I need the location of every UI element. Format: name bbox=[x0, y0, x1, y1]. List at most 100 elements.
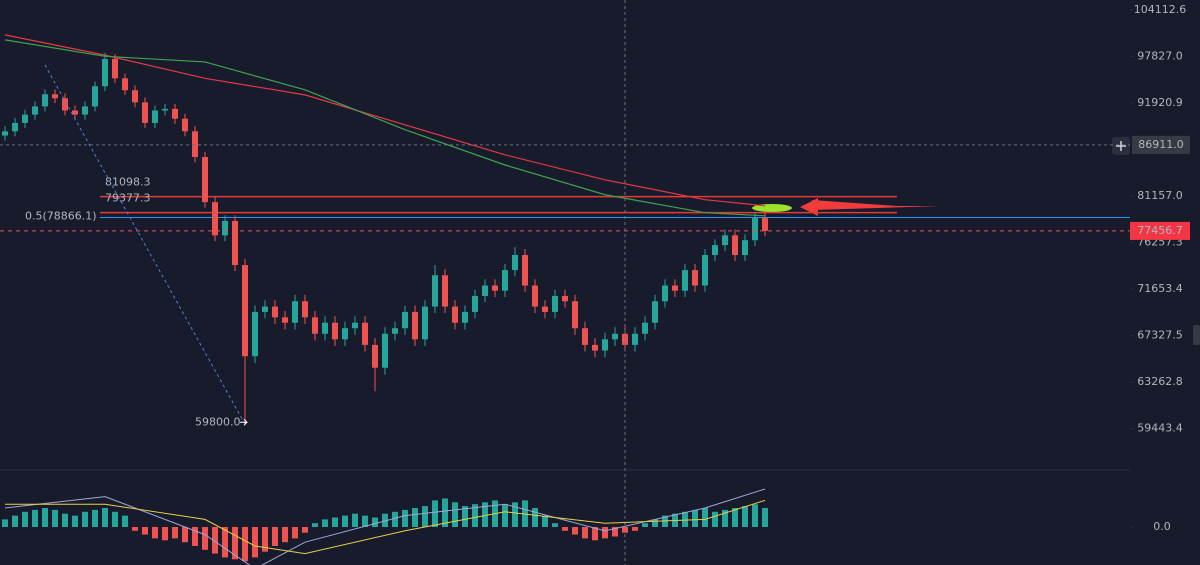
candle-body bbox=[632, 333, 638, 345]
candle-body bbox=[492, 285, 498, 291]
histogram-bar bbox=[692, 509, 698, 527]
histogram-bar bbox=[82, 511, 88, 527]
candle-body bbox=[742, 240, 748, 256]
candle-body bbox=[112, 58, 118, 79]
level-label: 81098.3 bbox=[105, 176, 151, 189]
histogram-bar bbox=[432, 500, 438, 527]
histogram-bar bbox=[102, 508, 108, 527]
histogram-bar bbox=[572, 527, 578, 535]
candle-body bbox=[362, 322, 368, 345]
histogram-bar bbox=[142, 527, 148, 535]
y-tick-label: 104112.6 bbox=[1134, 3, 1187, 16]
candle-body bbox=[92, 86, 98, 107]
candle-body bbox=[582, 328, 588, 345]
histogram-bar bbox=[422, 506, 428, 527]
histogram-bar bbox=[602, 527, 608, 539]
candle-body bbox=[142, 102, 148, 123]
scroll-tab[interactable] bbox=[1193, 325, 1200, 345]
y-tick-label: 97827.0 bbox=[1137, 49, 1183, 62]
candle-body bbox=[32, 106, 38, 115]
histogram-bar bbox=[202, 527, 208, 550]
histogram-bar bbox=[582, 527, 588, 539]
candle-body bbox=[722, 235, 728, 246]
candle-body bbox=[682, 270, 688, 291]
candle-body bbox=[642, 322, 648, 334]
candle-body bbox=[392, 328, 398, 334]
histogram-bar bbox=[132, 527, 138, 531]
candle-body bbox=[512, 255, 518, 271]
y-tick-label: 0.0 bbox=[1153, 520, 1171, 533]
candle-body bbox=[592, 344, 598, 351]
candle-body bbox=[282, 317, 288, 323]
histogram-bar bbox=[162, 527, 168, 541]
histogram-bar bbox=[242, 527, 248, 562]
candle-body bbox=[412, 311, 418, 340]
histogram-bar bbox=[452, 502, 458, 527]
histogram-bar bbox=[482, 502, 488, 527]
histogram-bar bbox=[172, 527, 178, 539]
candle-body bbox=[302, 301, 308, 318]
histogram-bar bbox=[392, 511, 398, 527]
histogram-bar bbox=[632, 527, 638, 531]
candle-body bbox=[312, 317, 318, 334]
y-tick-label: 71653.4 bbox=[1137, 282, 1183, 295]
candle-body bbox=[212, 202, 218, 236]
candle-body bbox=[322, 322, 328, 334]
low-marker-label: 59800.0 bbox=[195, 415, 241, 428]
candle-body bbox=[552, 295, 558, 312]
arrow-drawing bbox=[800, 198, 940, 216]
y-tick-label: 91920.9 bbox=[1137, 96, 1183, 109]
histogram-bar bbox=[302, 527, 308, 533]
histogram-bar bbox=[122, 515, 128, 527]
histogram-bar bbox=[212, 527, 218, 554]
candle-body bbox=[22, 114, 28, 123]
candle-body bbox=[532, 285, 538, 307]
y-tick-label: 67327.5 bbox=[1137, 329, 1183, 342]
candle-body bbox=[382, 333, 388, 368]
candle-body bbox=[502, 270, 508, 291]
histogram-bar bbox=[322, 519, 328, 527]
candle-body bbox=[122, 78, 128, 91]
candle-body bbox=[192, 131, 198, 158]
level-label: 79377.3 bbox=[105, 192, 151, 205]
candle-body bbox=[442, 275, 448, 307]
candle-body bbox=[732, 235, 738, 256]
candle-body bbox=[422, 306, 428, 340]
candle-body bbox=[472, 295, 478, 312]
histogram-bar bbox=[532, 508, 538, 527]
histogram-bar bbox=[182, 527, 188, 543]
histogram-bar bbox=[622, 527, 628, 533]
histogram-bar bbox=[502, 504, 508, 527]
y-tick-label: 81157.0 bbox=[1137, 189, 1183, 202]
histogram-bar bbox=[382, 513, 388, 527]
candle-body bbox=[252, 311, 258, 357]
histogram-bar bbox=[722, 509, 728, 527]
moving-average bbox=[4, 34, 766, 207]
candle-body bbox=[452, 306, 458, 323]
candle-body bbox=[132, 90, 138, 103]
last-price-box bbox=[1130, 221, 1190, 240]
histogram-bar bbox=[152, 527, 158, 539]
candle-body bbox=[102, 58, 108, 87]
histogram-bar bbox=[542, 515, 548, 527]
candle-body bbox=[612, 333, 618, 340]
last-price-label: 77456.7 bbox=[1137, 224, 1183, 237]
histogram-bar bbox=[402, 509, 408, 527]
candle-body bbox=[342, 328, 348, 340]
y-tick-label: 63262.8 bbox=[1137, 375, 1183, 388]
histogram-bar bbox=[712, 511, 718, 527]
histogram-bar bbox=[652, 519, 658, 527]
histogram-bar bbox=[262, 527, 268, 552]
histogram-bar bbox=[472, 504, 478, 527]
histogram-bar bbox=[742, 506, 748, 527]
histogram-bar bbox=[592, 527, 598, 541]
histogram-bar bbox=[512, 502, 518, 527]
candle-body bbox=[762, 218, 768, 231]
candle-body bbox=[572, 301, 578, 329]
crosshair-label-box bbox=[1132, 135, 1190, 154]
candle-body bbox=[692, 270, 698, 286]
candle-body bbox=[42, 94, 48, 107]
crosshair-label: 86911.0 bbox=[1138, 138, 1184, 151]
histogram-bar bbox=[612, 527, 618, 537]
